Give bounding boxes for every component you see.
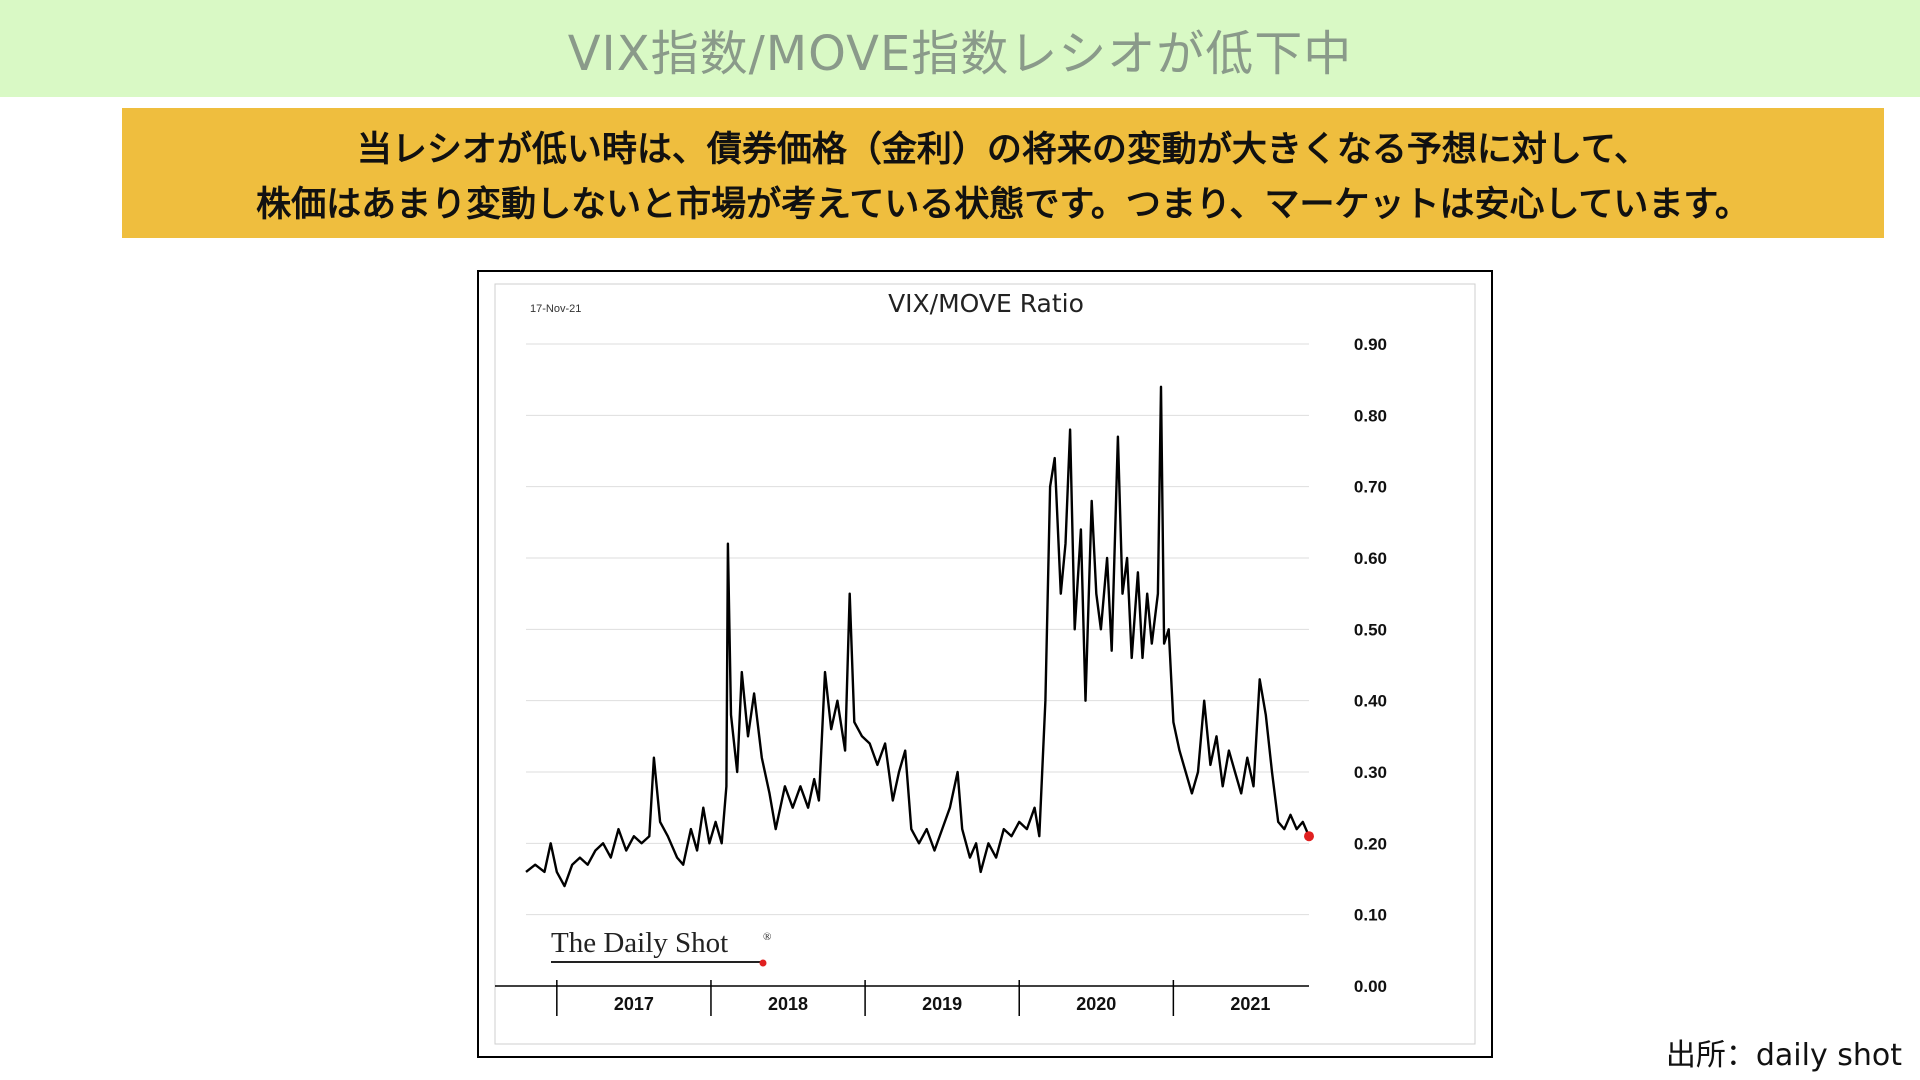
y-tick-label: 0.90	[1354, 335, 1387, 354]
x-tick-label: 2019	[922, 994, 962, 1014]
watermark: The Daily Shot ®	[551, 927, 771, 967]
note-line-1: 当レシオが低い時は、債券価格（金利）の将来の変動が大きくなる予想に対して、	[356, 130, 1650, 170]
source-note: 出所：daily shot	[1665, 1038, 1902, 1073]
chart-title: VIX/MOVE Ratio	[888, 289, 1084, 318]
y-tick-label: 0.20	[1354, 834, 1387, 853]
latest-value-marker	[1304, 831, 1314, 842]
x-tick-label: 2020	[1076, 994, 1116, 1014]
y-tick-label: 0.40	[1354, 692, 1387, 711]
series-line	[525, 385, 1311, 888]
x-axis: 2017 2018 2019 2020 2021	[495, 980, 1309, 1016]
chart-date-label: 17-Nov-21	[530, 303, 581, 315]
watermark-dot	[759, 959, 767, 967]
note-box: 当レシオが低い時は、債券価格（金利）の将来の変動が大きくなる予想に対して、 株価…	[122, 108, 1884, 238]
y-tick-label: 0.70	[1354, 478, 1387, 497]
y-tick-label: 0.80	[1354, 406, 1387, 425]
y-tick-label: 0.30	[1354, 763, 1387, 782]
y-tick-label: 0.10	[1354, 906, 1387, 925]
watermark-registered-mark: ®	[763, 931, 771, 943]
title-bar: VIX指数/MOVE指数レシオが低下中	[0, 0, 1920, 97]
y-tick-label: 0.50	[1354, 620, 1387, 639]
x-tick-label: 2018	[768, 994, 808, 1014]
vix-move-ratio-chart: 17-Nov-21 VIX/MOVE Ratio 0.00 0.10 0.20 0.3…	[494, 283, 1476, 1045]
y-tick-label: 0.00	[1354, 977, 1387, 996]
gridlines	[526, 343, 1309, 916]
series-layer	[525, 385, 1314, 888]
page-title: VIX指数/MOVE指数レシオが低下中	[567, 25, 1353, 82]
y-tick-label: 0.60	[1354, 549, 1387, 568]
chart-inner-border	[494, 283, 1476, 1045]
chart-frame: 17-Nov-21 VIX/MOVE Ratio 0.00 0.10 0.20 0.3…	[477, 270, 1493, 1058]
watermark-text: The Daily Shot	[551, 927, 728, 959]
x-tick-label: 2021	[1230, 994, 1270, 1014]
y-axis-ticks: 0.00 0.10 0.20 0.30 0.40 0.50 0.60 0.70 0.80 0.90	[1354, 335, 1387, 996]
note-line-2: 株価はあまり変動しないと市場が考えている状態です。つまり、マーケットは安心してい…	[256, 185, 1750, 225]
x-tick-label: 2017	[614, 994, 654, 1014]
